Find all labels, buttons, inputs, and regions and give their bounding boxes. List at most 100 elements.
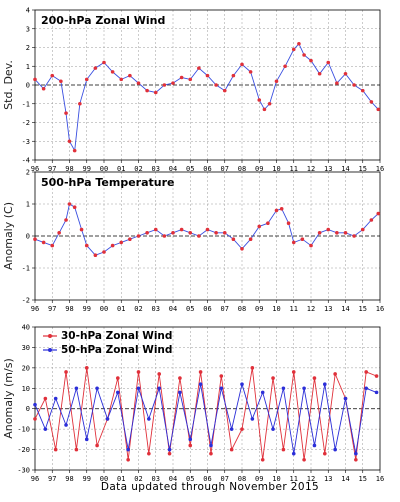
data-point — [102, 60, 106, 65]
y-tick-label: 2 — [26, 44, 30, 52]
data-point — [188, 231, 193, 235]
x-tick-label: 98 — [65, 475, 73, 483]
data-point — [145, 88, 149, 93]
data-point — [59, 79, 63, 84]
data-point — [281, 447, 286, 452]
data-point — [300, 237, 305, 241]
y-tick-label: 40 — [22, 324, 30, 332]
y-tick-label: 2 — [26, 169, 30, 177]
data-point — [74, 386, 79, 391]
data-point — [364, 370, 369, 374]
data-point — [33, 402, 37, 407]
data-point — [312, 443, 317, 448]
x-tick-label: 06 — [203, 165, 211, 173]
y-axis-label: Anomaly (C) — [2, 202, 15, 270]
data-point — [309, 243, 313, 248]
data-point — [248, 237, 253, 241]
chart-panel-3: 96 97 98 99 00 01 02 03 04 05 06 07 08 09 10 11 12 13 14 15… — [2, 324, 384, 484]
x-tick-label: 09 — [255, 305, 263, 313]
data-point — [162, 83, 167, 87]
data-point — [283, 64, 287, 69]
x-tick-label: 06 — [203, 475, 211, 483]
data-point — [84, 366, 89, 370]
data-point — [93, 66, 98, 70]
data-point — [302, 53, 306, 57]
x-tick-label: 12 — [307, 475, 315, 483]
data-point — [326, 60, 331, 65]
data-point — [374, 374, 379, 378]
data-point — [302, 386, 306, 391]
series-line-2 — [34, 382, 377, 454]
data-point — [147, 451, 151, 456]
x-tick-label: 16 — [376, 165, 384, 173]
data-point — [267, 101, 272, 106]
data-point — [297, 41, 301, 46]
data-point — [333, 372, 337, 376]
x-tick-label: 99 — [83, 305, 91, 313]
y-tick-label: 4 — [26, 7, 30, 15]
x-tick-label: 04 — [169, 475, 177, 483]
data-point — [271, 376, 275, 380]
data-point — [291, 240, 296, 245]
panel-title: 200-hPa Zonal Wind — [41, 14, 165, 27]
data-point — [145, 231, 149, 235]
data-point — [240, 382, 244, 387]
x-tick-label: 11 — [290, 475, 298, 483]
data-point — [53, 447, 58, 452]
x-tick-label: 16 — [376, 305, 384, 313]
data-point — [157, 372, 161, 376]
data-point — [119, 77, 124, 82]
chart-panel-2: 96 97 98 99 00 01 02 03 04 05 06 07 08 09 10 11 12 13 14 15… — [2, 169, 384, 314]
x-tick-label: 16 — [376, 475, 384, 483]
data-point — [286, 221, 291, 225]
x-tick-label: 10 — [272, 475, 280, 483]
data-point — [209, 443, 213, 448]
data-point — [171, 81, 175, 85]
data-point — [323, 451, 327, 456]
data-point — [266, 221, 270, 225]
y-tick-label: -2 — [22, 119, 30, 127]
data-point — [279, 207, 284, 211]
x-tick-label: 15 — [359, 475, 367, 483]
data-point — [102, 250, 106, 254]
data-point — [240, 247, 244, 251]
data-point — [67, 139, 72, 144]
data-point — [364, 386, 369, 391]
data-point — [179, 75, 184, 80]
data-point — [110, 243, 115, 248]
data-point — [33, 77, 37, 82]
data-point — [84, 77, 89, 82]
legend-label: 30-hPa Zonal Wind — [61, 330, 172, 342]
data-point — [178, 390, 182, 395]
data-point — [78, 101, 82, 106]
x-tick-label: 05 — [186, 305, 194, 313]
data-point — [162, 234, 167, 238]
data-point — [352, 234, 356, 238]
data-point — [84, 243, 89, 248]
x-tick-label: 14 — [341, 475, 349, 483]
x-tick-label: 11 — [290, 305, 298, 313]
data-point — [79, 227, 84, 232]
y-tick-label: 10 — [22, 385, 30, 393]
data-point — [43, 396, 48, 401]
data-point — [33, 417, 37, 421]
x-tick-label: 13 — [324, 475, 332, 483]
data-point — [95, 386, 99, 391]
data-point — [64, 111, 68, 115]
data-point — [323, 382, 327, 387]
y-tick-label: 3 — [26, 25, 30, 33]
data-point — [360, 227, 365, 232]
data-point — [188, 437, 193, 442]
data-point — [136, 234, 141, 238]
data-point — [197, 234, 201, 238]
data-point — [188, 77, 193, 82]
data-point — [343, 71, 348, 76]
x-tick-label: 10 — [272, 165, 280, 173]
data-point — [167, 447, 172, 452]
x-tick-label: 01 — [117, 165, 125, 173]
data-point — [291, 451, 296, 456]
x-tick-label: 12 — [307, 165, 315, 173]
data-point — [116, 376, 120, 380]
x-tick-label: 07 — [221, 305, 229, 313]
data-point — [219, 374, 224, 378]
